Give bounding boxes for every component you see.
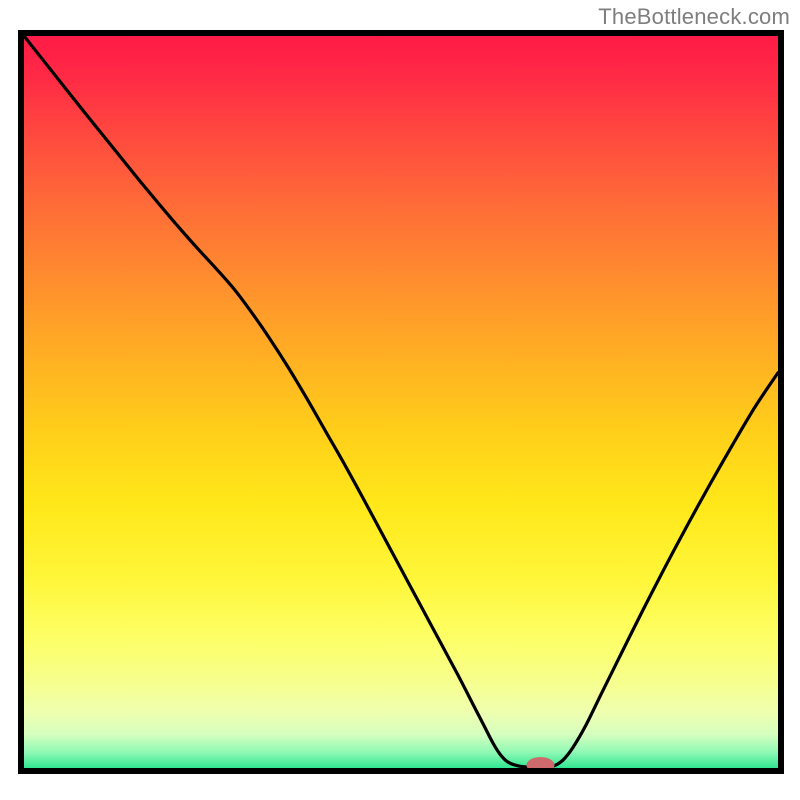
plot-background (21, 33, 781, 771)
bottleneck-curve-chart (0, 0, 800, 800)
chart-stage: TheBottleneck.com (0, 0, 800, 800)
